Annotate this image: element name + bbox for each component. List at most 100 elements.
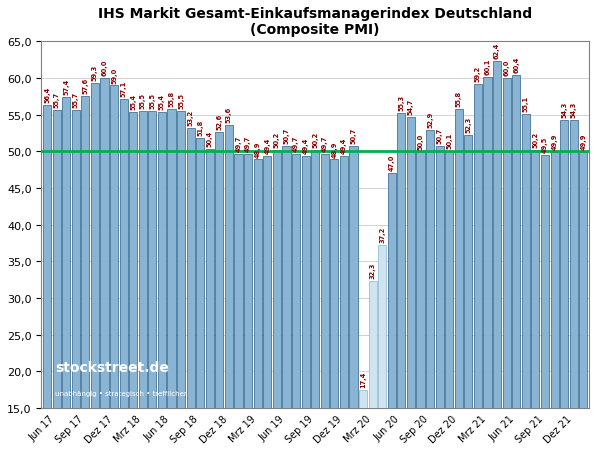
Text: 50,2: 50,2 [274,132,280,148]
Bar [483,78,492,451]
Bar [177,112,185,451]
Text: 49,7: 49,7 [245,135,251,152]
Text: 49,4: 49,4 [341,137,347,153]
Bar [464,135,473,451]
Bar [532,151,539,451]
Bar [215,133,224,451]
Bar [340,156,348,451]
Text: 55,7: 55,7 [54,92,60,107]
Bar [72,110,80,451]
Bar [62,98,70,451]
Bar [417,152,424,451]
Bar [426,131,434,451]
Bar [502,79,511,451]
Text: 60,0: 60,0 [504,60,510,76]
Bar [570,121,578,451]
Bar [359,391,367,451]
Text: 48,9: 48,9 [254,141,260,157]
Text: 50,7: 50,7 [437,128,443,144]
Text: 49,9: 49,9 [581,133,586,150]
Text: 49,7: 49,7 [322,135,328,152]
Bar [330,160,339,451]
Text: 60,4: 60,4 [513,57,519,73]
Bar [158,113,166,451]
Bar [225,126,233,451]
Bar [407,118,415,451]
Text: 55,8: 55,8 [456,91,462,107]
Text: 51,8: 51,8 [197,120,203,136]
Text: 57,1: 57,1 [120,81,126,97]
Text: 49,9: 49,9 [551,133,558,150]
Bar [187,129,195,451]
Bar [349,147,358,451]
Bar [493,61,501,451]
Bar [378,246,386,451]
Text: 49,7: 49,7 [235,135,241,152]
Bar [43,105,51,451]
Text: 59,3: 59,3 [92,65,98,81]
Bar [368,281,377,451]
Bar [100,79,108,451]
Text: 55,4: 55,4 [130,94,136,110]
Bar [311,151,319,451]
Bar [445,152,454,451]
Text: 49,7: 49,7 [293,135,299,152]
Bar [302,156,310,451]
Title: IHS Markit Gesamt-Einkaufsmanagerindex Deutschland
(Composite PMI): IHS Markit Gesamt-Einkaufsmanagerindex D… [98,7,532,37]
Bar [263,156,271,451]
Text: 50,2: 50,2 [532,132,538,148]
Text: 50,7: 50,7 [284,128,290,144]
Text: 50,7: 50,7 [350,128,356,144]
Bar [283,147,290,451]
Bar [148,112,156,451]
Text: 56,4: 56,4 [44,86,50,102]
Text: 55,4: 55,4 [159,94,165,110]
Text: 54,3: 54,3 [571,101,577,118]
Bar [91,84,99,451]
Text: 52,6: 52,6 [216,114,222,130]
Bar [321,154,329,451]
Text: 17,4: 17,4 [360,371,366,387]
Text: 53,6: 53,6 [226,106,232,123]
Bar [52,110,61,451]
Text: 37,2: 37,2 [379,226,385,243]
Text: 55,7: 55,7 [73,92,79,107]
Text: 55,5: 55,5 [178,93,184,109]
Text: 53,2: 53,2 [188,110,194,126]
Bar [139,112,147,451]
Text: 50,4: 50,4 [207,130,213,146]
Bar [110,86,118,451]
Text: 49,4: 49,4 [303,137,309,153]
Bar [167,110,176,451]
Text: 52,3: 52,3 [465,116,471,132]
Text: 60,1: 60,1 [485,59,491,75]
Bar [254,160,262,451]
Text: 48,9: 48,9 [331,141,337,157]
Text: 60,0: 60,0 [101,60,107,76]
Text: 50,0: 50,0 [418,133,424,149]
Bar [206,149,214,451]
Text: 55,5: 55,5 [150,93,156,109]
Text: 55,1: 55,1 [523,96,529,112]
Bar [512,76,520,451]
Bar [522,115,530,451]
Text: 52,9: 52,9 [427,112,433,128]
Text: 57,6: 57,6 [82,78,88,93]
Text: 55,5: 55,5 [140,93,146,109]
Bar [196,139,204,451]
Text: 59,0: 59,0 [111,67,117,83]
Bar [541,156,549,451]
Text: 57,4: 57,4 [63,79,69,95]
Bar [388,174,396,451]
Bar [436,147,444,451]
Bar [292,154,300,451]
Bar [560,121,568,451]
Text: 54,3: 54,3 [561,101,567,118]
Text: 49,5: 49,5 [542,137,548,153]
Text: 50,2: 50,2 [312,132,318,148]
Text: 47,0: 47,0 [389,155,395,171]
Bar [398,113,405,451]
Bar [129,113,137,451]
Bar [474,85,482,451]
Text: 50,1: 50,1 [446,132,452,148]
